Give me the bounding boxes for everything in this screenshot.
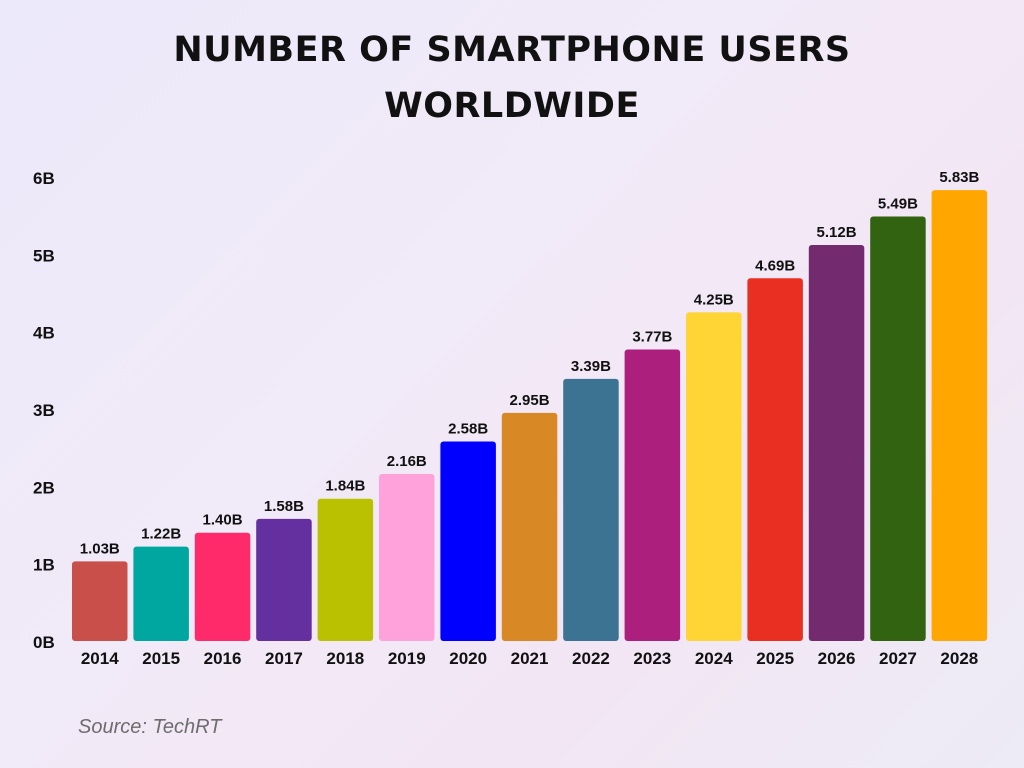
bar-value-label: 1.40B <box>203 512 243 529</box>
x-tick-label: 2014 <box>81 649 119 668</box>
x-tick-label: 2021 <box>511 649 549 668</box>
y-tick-label: 2B <box>33 478 55 497</box>
bar-value-label: 4.69B <box>755 257 795 274</box>
bar <box>563 378 619 641</box>
bar-value-label: 1.84B <box>325 478 365 495</box>
source-note: Source: TechRT <box>78 716 222 738</box>
bar-value-label: 2.58B <box>448 420 488 437</box>
bar <box>256 518 312 641</box>
bar-value-label: 5.49B <box>878 195 918 212</box>
bar-value-label: 4.25B <box>694 291 734 308</box>
x-tick-label: 2023 <box>633 649 671 668</box>
chart-title-line-2: WORLDWIDE <box>384 86 640 126</box>
x-tick-label: 2015 <box>142 649 180 668</box>
bar <box>379 473 435 641</box>
bar <box>133 546 189 641</box>
bar <box>747 278 803 641</box>
x-tick-label: 2018 <box>326 649 364 668</box>
bar-value-label: 1.03B <box>80 540 120 557</box>
bar <box>931 190 988 641</box>
y-tick-label: 4B <box>33 324 55 343</box>
x-tick-label: 2016 <box>204 649 242 668</box>
bar <box>624 349 681 641</box>
bar <box>72 561 128 641</box>
bar <box>686 312 742 641</box>
bar <box>440 441 496 641</box>
bar <box>870 216 926 641</box>
bar <box>808 245 865 641</box>
y-tick-label: 5B <box>33 246 55 265</box>
bar-value-label: 3.77B <box>632 328 672 345</box>
x-tick-label: 2025 <box>756 649 794 668</box>
bar-value-label: 3.39B <box>571 358 611 375</box>
chart-title: NUMBER OF SMARTPHONE USERS WORLDWIDE <box>0 22 1024 134</box>
y-tick-label: 0B <box>33 633 55 652</box>
x-tick-label: 2027 <box>879 649 917 668</box>
x-tick-label: 2028 <box>940 649 978 668</box>
bar-value-label: 2.95B <box>510 392 550 409</box>
x-tick-label: 2026 <box>818 649 856 668</box>
bar-value-label: 2.16B <box>387 453 427 470</box>
x-tick-label: 2022 <box>572 649 610 668</box>
y-tick-label: 6B <box>33 169 55 188</box>
bar-value-label: 1.58B <box>264 498 304 515</box>
bar <box>501 412 558 641</box>
bar <box>317 498 374 641</box>
x-tick-label: 2024 <box>695 649 733 668</box>
bar-value-label: 5.12B <box>817 224 857 241</box>
y-tick-label: 1B <box>33 556 55 575</box>
x-tick-label: 2020 <box>449 649 487 668</box>
chart-title-line-1: NUMBER OF SMARTPHONE USERS <box>173 30 851 70</box>
x-tick-label: 2019 <box>388 649 426 668</box>
bar <box>194 532 251 641</box>
x-tick-label: 2017 <box>265 649 303 668</box>
bar-value-label: 5.83B <box>939 169 979 186</box>
y-tick-label: 3B <box>33 401 55 420</box>
bar-value-label: 1.22B <box>141 526 181 543</box>
